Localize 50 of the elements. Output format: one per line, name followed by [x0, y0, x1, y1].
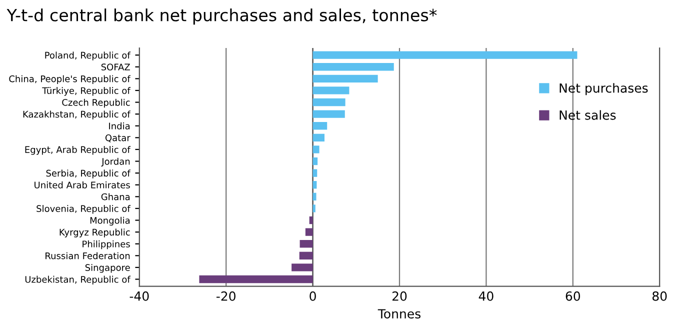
x-tick-label: 0: [310, 291, 316, 301]
bar: [309, 216, 313, 224]
bar: [312, 204, 316, 212]
bar: [312, 122, 328, 130]
bar: [312, 63, 394, 71]
y-tick-label: Serbia, Republic of: [46, 170, 131, 178]
bar: [312, 86, 350, 94]
y-tick-label: Egypt, Arab Republic of: [25, 146, 131, 155]
bar: [312, 169, 318, 177]
x-tick-label: -40: [130, 291, 149, 301]
y-tick-label: Czech Republic: [62, 98, 130, 108]
legend-label: Net sales: [560, 110, 616, 120]
legend-label: Net purchases: [560, 83, 648, 96]
x-axis-title: Tonnes: [378, 309, 420, 319]
x-tick-label: 40: [478, 291, 494, 301]
bar: [312, 157, 318, 166]
y-tick-label: Mongolia: [90, 216, 130, 226]
bar: [312, 51, 578, 59]
bar: [199, 275, 313, 284]
bar: [312, 98, 346, 106]
y-tick-label: Russian Federation: [46, 252, 130, 260]
chart-title: Y-t-d central bank net purchases and sales, tonnes*: [6, 8, 437, 25]
y-tick-label: Philippines: [82, 240, 130, 250]
bar: [312, 74, 378, 83]
y-tick-label: China, People's Republic of: [9, 75, 131, 84]
y-tick-label: Ghana: [101, 193, 130, 200]
bar: [292, 264, 313, 272]
bar: [312, 134, 325, 142]
x-tick-label: 20: [392, 291, 407, 301]
y-tick-label: India: [109, 122, 130, 130]
y-tick-label: Uzbekistan, Republic of: [25, 276, 131, 285]
y-tick-label: United Arab Emirates: [34, 181, 130, 188]
y-tick-label: Kazakhstan, Republic of: [23, 110, 131, 120]
x-tick-label: -20: [216, 291, 236, 301]
bar: [312, 192, 316, 200]
bar: [305, 228, 313, 236]
y-tick-label: Kyrgyz Republic: [60, 228, 130, 238]
bar: [300, 240, 313, 248]
bar: [312, 110, 345, 118]
y-tick-label: Poland, Republic of: [45, 52, 131, 60]
y-tick-label: Singapore: [85, 264, 130, 273]
x-tick-label: 80: [652, 291, 667, 301]
y-tick-label: Türkiye, Republic of: [42, 87, 131, 96]
y-tick-label: Slovenia, Republic of: [36, 205, 131, 214]
x-tick-label: 60: [566, 291, 580, 301]
bar: [299, 252, 313, 260]
y-tick-label: Qatar: [105, 134, 130, 142]
y-tick-label: SOFAZ: [101, 64, 130, 70]
bar: [312, 146, 320, 154]
y-tick-label: Jordan: [101, 158, 130, 166]
